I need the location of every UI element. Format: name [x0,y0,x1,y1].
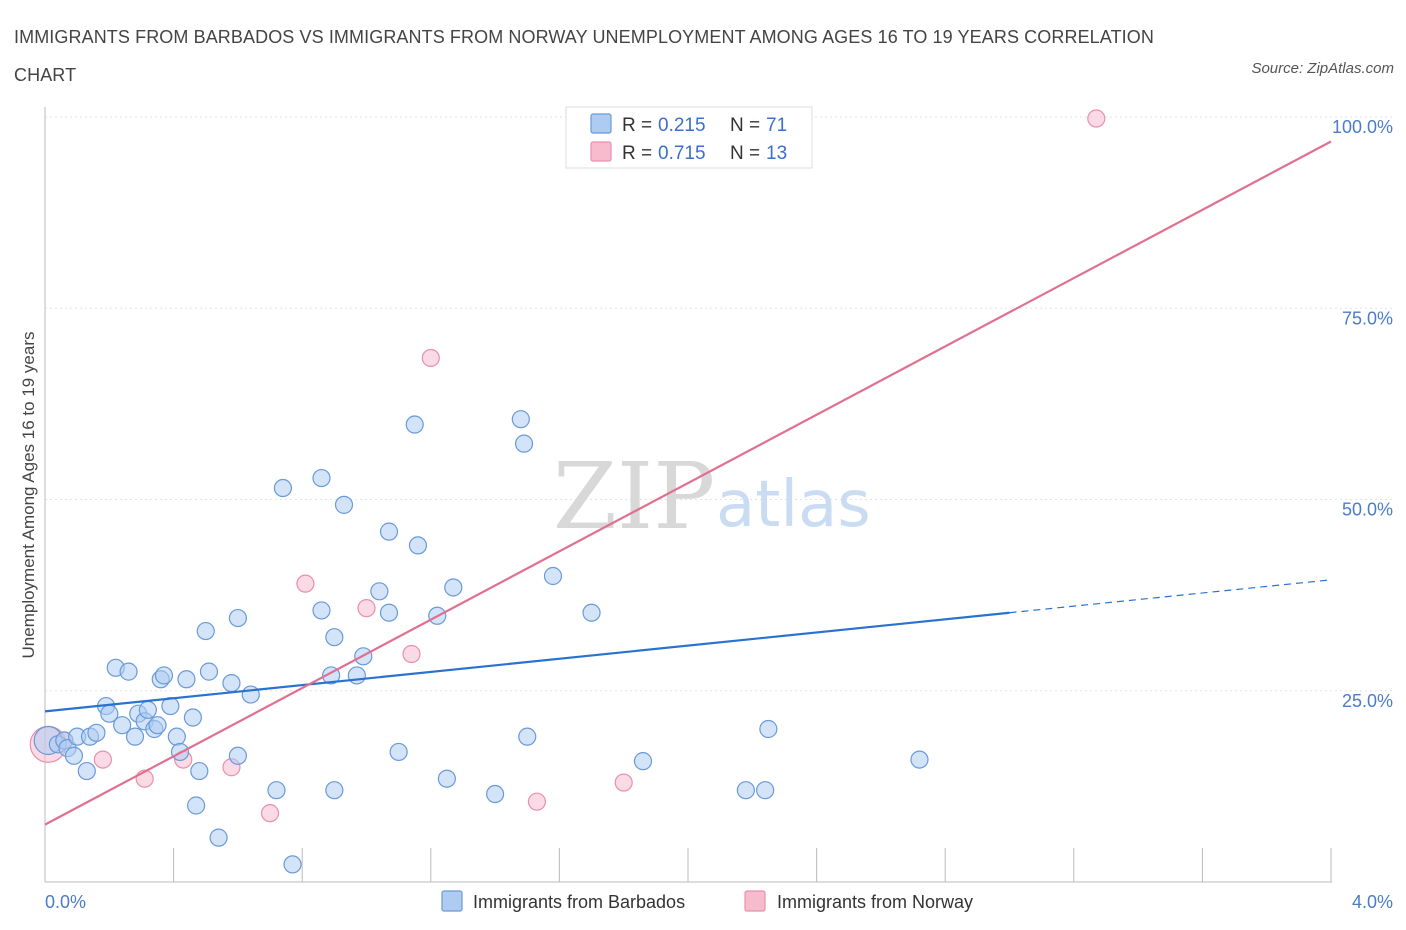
norway-point [614,773,633,792]
barbados-point [389,742,408,762]
barbados-point [187,796,206,815]
norway-trend-line [44,140,1332,826]
watermark: ZIP atlas [553,443,871,550]
barbados-point [148,716,167,735]
barbados-point [511,410,530,429]
barbados-point [379,522,399,541]
barbados-point [910,750,929,769]
legend-n-value-norway: 13 [766,143,787,164]
barbados-point [228,746,247,765]
barbados-point [379,603,399,622]
barbados-point [408,536,428,555]
barbados-point [113,716,132,735]
y-axis-tick-labels: 25.0% 50.0% 75.0% 100.0% [1332,117,1393,711]
barbados-point [138,700,157,719]
barbados-point [325,628,344,647]
barbados-point [190,761,209,781]
barbados-point [347,666,366,685]
bottom-legend-barbados: Immigrants from Barbados [473,892,685,912]
barbados-point [228,608,247,628]
barbados-point [736,781,755,800]
barbados-point [119,662,138,681]
watermark-zip: ZIP [553,443,715,550]
barbados-point [209,828,228,847]
barbados-point [183,708,202,727]
series-legend: Immigrants from Barbados Immigrants from… [441,890,973,912]
barbados-point [334,495,354,514]
source-credit: Source: ZipAtlas.com [1251,60,1394,77]
gridlines [45,116,1393,692]
y-tick-label: 25.0% [1342,691,1393,711]
barbados-point [756,781,775,800]
norway-point [296,574,315,593]
norway-point [357,599,376,618]
barbados-point [77,761,96,781]
norway-point [260,804,280,823]
y-tick-label: 75.0% [1342,308,1393,328]
barbados-point [325,781,344,800]
barbados-point [167,727,186,746]
barbados-point [199,662,219,681]
barbados-point [283,855,302,874]
chart-title: IMMIGRANTS FROM BARBADOS VS IMMIGRANTS F… [14,27,1154,85]
legend-r-value-barbados: 0.215 [658,115,706,136]
legend-r-label-barbados: R = [622,115,652,136]
legend-swatch-norway [590,141,612,162]
barbados-point [64,746,84,765]
legend-n-label-barbados: N = [730,115,760,136]
barbados-point [437,769,456,788]
norway-point [421,348,440,368]
barbados-point [222,673,241,693]
barbados-point [518,727,537,746]
x-axis-ticks [173,848,1332,882]
barbados-trend-extension [1009,579,1332,614]
barbados-point [514,434,534,453]
barbados-point [273,478,293,498]
barbados-point [370,582,389,601]
barbados-point [444,578,463,597]
legend-swatch-barbados [590,113,612,134]
y-axis-label: Unemployment Among Ages 16 to 19 years [19,332,38,659]
barbados-point [759,719,778,739]
barbados-point [543,566,563,586]
barbados-points [33,410,929,874]
norway-point [402,644,421,664]
stats-legend: R = 0.215 N = 71 R = 0.715 N = 13 [565,106,813,169]
barbados-point [241,685,260,704]
legend-n-value-barbados: 71 [766,115,787,136]
barbados-point [405,415,424,434]
barbados-point [196,621,215,641]
y-tick-label: 50.0% [1342,500,1393,520]
y-tick-label: 100.0% [1332,117,1393,137]
barbados-point [267,781,286,800]
bottom-legend-norway: Immigrants from Norway [777,892,973,912]
barbados-point [125,727,145,746]
x-tick-label-min: 0.0% [45,892,86,912]
norway-point [93,750,112,769]
barbados-point [582,603,601,622]
bottom-legend-swatch-barbados [441,890,463,912]
barbados-point [87,723,106,742]
barbados-trend-line [44,611,1010,713]
legend-n-label-norway: N = [730,143,760,164]
barbados-point [312,468,331,488]
trend-lines [44,140,1332,826]
watermark-atlas: atlas [716,468,871,542]
barbados-point [312,601,331,620]
bottom-legend-swatch-norway [744,890,766,912]
barbados-point [177,670,196,689]
x-tick-label-max: 4.0% [1352,892,1393,912]
barbados-point [486,784,505,804]
norway-point [527,792,546,811]
barbados-point [154,666,174,685]
legend-r-value-norway: 0.715 [658,143,706,164]
legend-r-label-norway: R = [622,143,652,164]
norway-point [1087,109,1106,128]
barbados-point [633,752,653,771]
